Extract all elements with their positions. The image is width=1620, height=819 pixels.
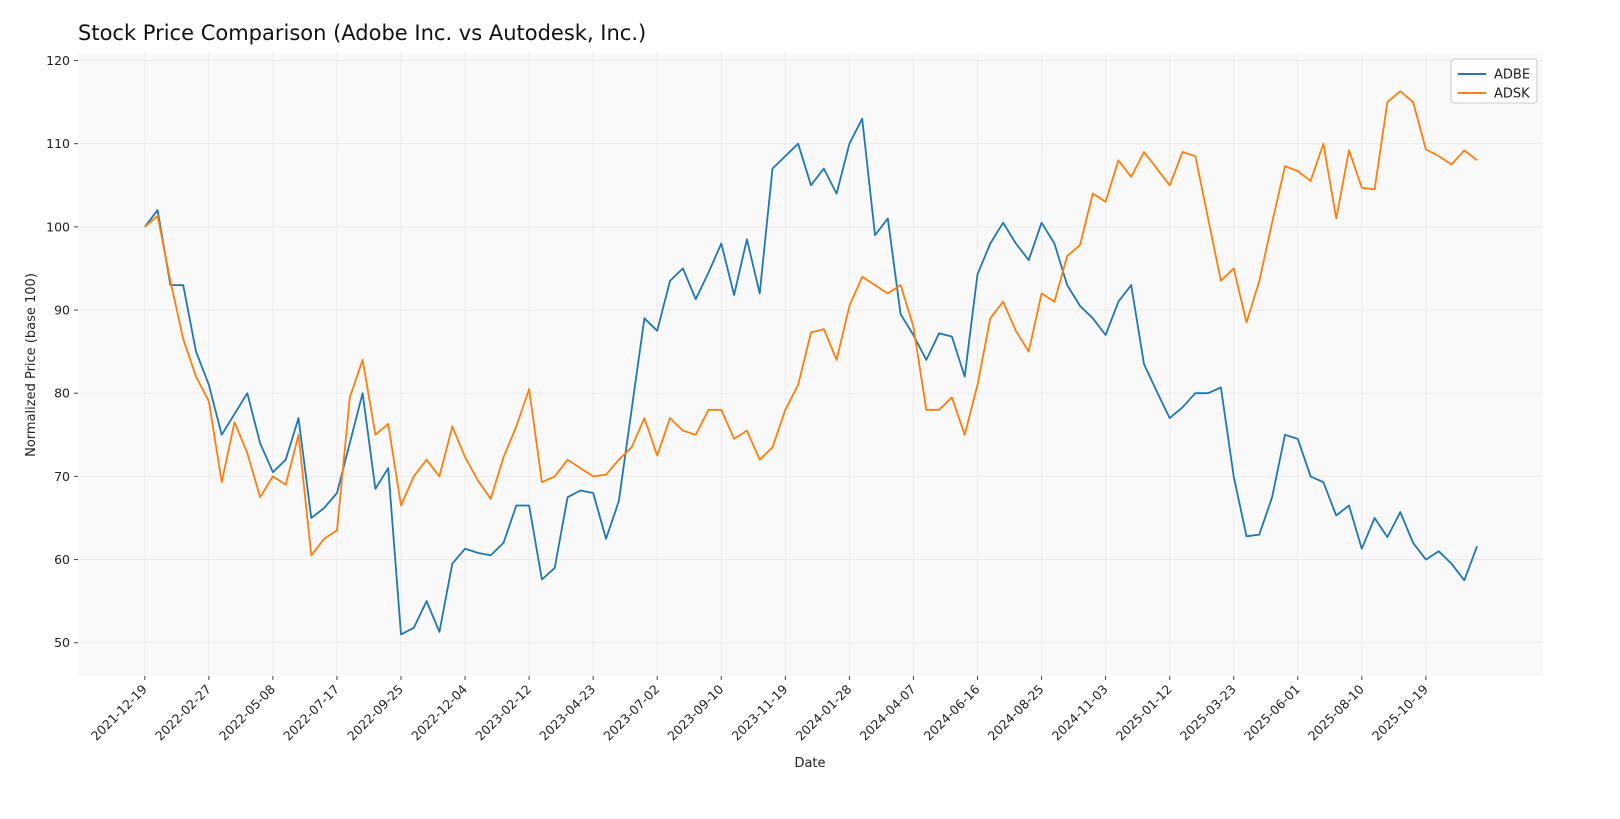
x-tick-label: 2024-06-16 (921, 681, 983, 743)
x-tick-label: 2025-01-12 (1113, 682, 1175, 744)
plot-area (78, 53, 1543, 676)
x-tick-label: 2022-07-17 (280, 682, 342, 744)
y-tick-label: 100 (46, 219, 70, 234)
y-tick-label: 120 (46, 53, 70, 68)
x-tick-label: 2023-11-19 (728, 681, 790, 743)
series-line-adbe (144, 117, 1478, 636)
x-tick-label: 2025-06-01 (1241, 682, 1303, 744)
legend-label-adbe: ADBE (1494, 68, 1530, 83)
chart-title: Stock Price Comparison (Adobe Inc. vs Au… (78, 21, 646, 45)
x-tick-label: 2024-01-28 (793, 681, 855, 743)
grid (78, 53, 1543, 676)
series-lines (144, 90, 1478, 636)
x-tick-label: 2025-03-23 (1177, 682, 1239, 744)
x-tick-label: 2022-09-25 (344, 682, 406, 744)
x-tick-label: 2025-08-10 (1305, 681, 1367, 743)
y-tick-label: 70 (54, 469, 70, 484)
x-axis-ticks: 2021-12-19 2022-02-27 2022-05-08 2022-07-17… (88, 676, 1431, 743)
y-tick-label: 80 (54, 386, 70, 401)
y-tick-label: 90 (54, 303, 70, 318)
x-tick-label: 2023-09-10 (664, 681, 726, 743)
legend-label-adsk: ADSK (1494, 87, 1530, 102)
x-tick-label: 2023-04-23 (536, 682, 598, 744)
x-tick-label: 2021-12-19 (88, 681, 150, 743)
x-tick-label: 2023-02-12 (472, 682, 534, 744)
x-tick-label: 2022-12-04 (408, 681, 470, 743)
x-axis-label: Date (794, 756, 825, 771)
y-axis-label: Normalized Price (base 100) (24, 273, 39, 457)
x-tick-label: 2024-04-07 (857, 682, 919, 744)
series-line-adsk (144, 90, 1478, 557)
x-tick-label: 2024-08-25 (985, 682, 1047, 744)
legend: ADBE ADSK (1450, 58, 1538, 104)
y-tick-label: 110 (46, 136, 70, 151)
y-tick-label: 60 (54, 552, 70, 567)
x-tick-label: 2022-05-08 (216, 681, 278, 743)
y-axis-ticks: 50 60 70 80 90 100 110 120 (46, 53, 78, 650)
x-tick-label: 2025-10-19 (1369, 681, 1431, 743)
y-tick-label: 50 (54, 635, 70, 650)
x-tick-label: 2023-07-02 (600, 682, 662, 744)
x-tick-label: 2022-02-27 (152, 682, 214, 744)
x-tick-label: 2024-11-03 (1049, 682, 1111, 744)
